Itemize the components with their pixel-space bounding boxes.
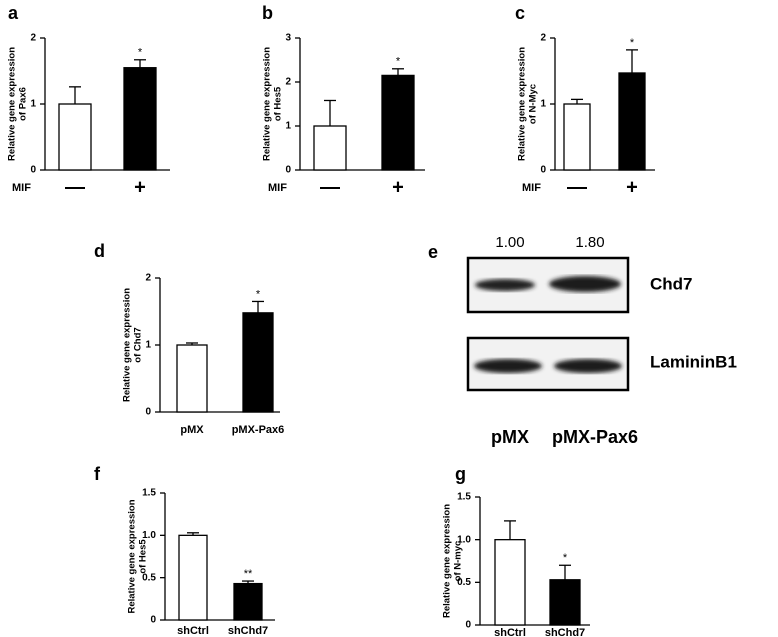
significance: *: [396, 56, 401, 68]
y-axis-label: Relative gene expression: [517, 47, 528, 161]
quantification: 1.80: [575, 234, 604, 251]
x-tick-label: —: [567, 176, 587, 198]
y-tick-label: 1: [285, 121, 291, 132]
y-tick-label: 1: [145, 340, 151, 351]
x-tick-label: —: [65, 176, 85, 198]
bar: [178, 534, 208, 621]
x-tick-label: +: [392, 176, 404, 198]
bar: [176, 344, 208, 413]
x-axis-label: MIF: [522, 182, 541, 194]
y-axis-label: Relative gene expression: [442, 504, 453, 618]
y-tick-label: 0: [150, 615, 156, 626]
x-tick-label: —: [320, 176, 340, 198]
significance: *: [138, 47, 143, 59]
x-tick-label: shCtrl: [494, 627, 526, 637]
y-axis-label: Relative gene expression: [262, 47, 273, 161]
panel-letter: c: [515, 3, 525, 23]
quantification: 1.00: [495, 234, 524, 251]
x-tick-label: pMX: [180, 424, 204, 436]
blot-band: [549, 276, 621, 292]
y-tick-label: 1: [540, 99, 546, 110]
x-tick-label: pMX-Pax6: [232, 424, 285, 436]
bar: [58, 103, 92, 171]
y-axis-label: Relative gene expression: [127, 499, 138, 613]
y-axis-label: of N-myc: [453, 541, 464, 582]
x-tick-label: +: [134, 176, 146, 198]
significance: *: [256, 288, 261, 300]
y-axis-label: of Chd7: [133, 327, 144, 362]
blot-row-label: LamininB1: [650, 352, 737, 371]
significance: *: [563, 552, 568, 564]
y-tick-label: 0: [465, 620, 471, 631]
lane-label: pMX: [491, 427, 529, 447]
y-axis-label: of Hes5: [138, 539, 149, 574]
bar: [233, 582, 263, 621]
y-axis-label: of Hes5: [273, 86, 284, 121]
panel-letter: a: [8, 3, 19, 23]
y-axis-label: of Pax6: [18, 87, 29, 121]
y-tick-label: 2: [30, 33, 36, 44]
y-tick-label: 1.5: [142, 488, 156, 499]
bar: [494, 539, 526, 626]
y-tick-label: 2: [145, 273, 151, 284]
y-axis-label: of N-Myc: [528, 84, 539, 124]
y-tick-label: 1.5: [457, 492, 471, 503]
x-tick-label: shChd7: [545, 627, 585, 637]
significance: **: [244, 568, 253, 580]
y-tick-label: 0: [540, 165, 546, 176]
panel-letter: e: [428, 242, 438, 262]
x-axis-label: MIF: [268, 182, 287, 194]
blot-band: [474, 359, 542, 373]
panel-letter: b: [262, 3, 273, 23]
panel-letter: d: [94, 241, 105, 261]
x-axis-label: MIF: [12, 182, 31, 194]
y-tick-label: 0.5: [457, 577, 471, 588]
blot-row-label: Chd7: [650, 274, 693, 293]
bar: [313, 125, 347, 171]
y-tick-label: 0: [285, 165, 291, 176]
bar: [123, 67, 157, 171]
x-tick-label: +: [626, 176, 638, 198]
blot-band: [554, 359, 622, 373]
y-tick-label: 3: [285, 33, 291, 44]
y-tick-label: 2: [540, 33, 546, 44]
y-axis-label: Relative gene expression: [122, 288, 133, 402]
blot-band: [475, 279, 535, 291]
y-tick-label: 0: [145, 407, 151, 418]
y-tick-label: 0.5: [142, 572, 156, 583]
x-tick-label: shChd7: [228, 625, 268, 637]
bar: [618, 72, 646, 171]
bar: [549, 579, 581, 626]
panel-letter: f: [94, 464, 101, 484]
x-tick-label: shCtrl: [177, 625, 209, 637]
lane-label: pMX-Pax6: [552, 427, 638, 447]
bar: [381, 74, 415, 171]
y-tick-label: 1: [30, 99, 36, 110]
y-tick-label: 1.0: [457, 534, 471, 545]
y-axis-label: Relative gene expression: [7, 47, 18, 161]
panel-letter: g: [455, 464, 466, 484]
bar: [563, 103, 591, 171]
y-tick-label: 2: [285, 77, 291, 88]
y-tick-label: 1.0: [142, 530, 156, 541]
bar: [242, 312, 274, 413]
significance: *: [630, 37, 635, 49]
y-tick-label: 0: [30, 165, 36, 176]
